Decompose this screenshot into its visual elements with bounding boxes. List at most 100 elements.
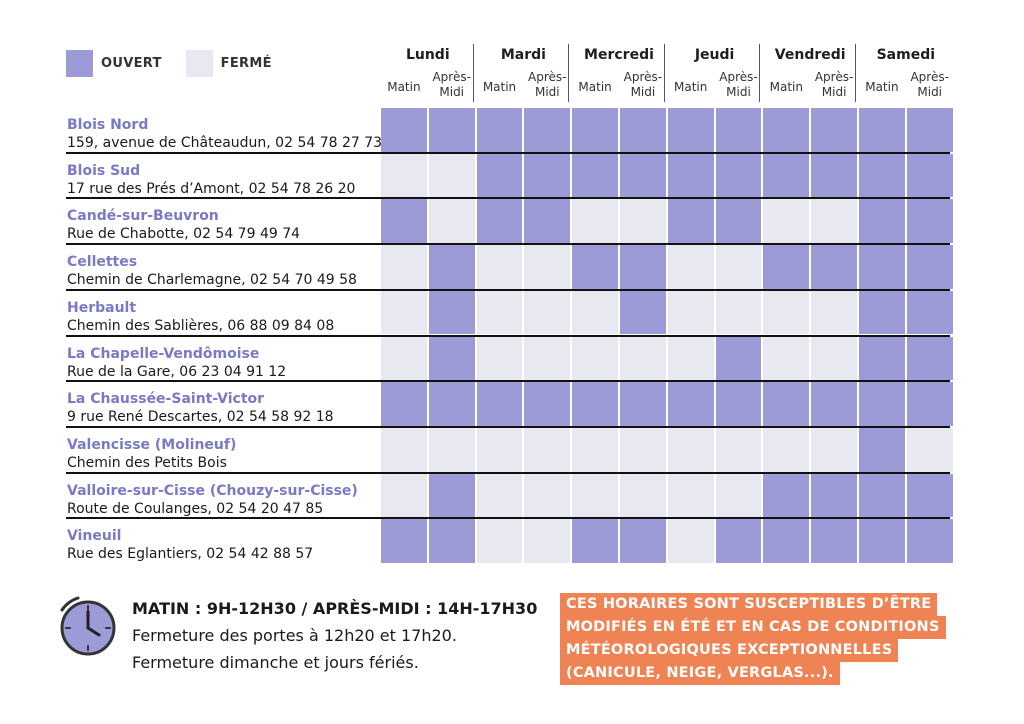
slot-morning: Matin (865, 80, 899, 94)
slot-open (524, 108, 571, 152)
slot-open (811, 519, 857, 563)
slot-open (715, 153, 762, 198)
slot-open (524, 153, 571, 198)
slot-closed (524, 473, 571, 518)
slot-open (811, 382, 857, 426)
slot-afternoon: Après- Midi (814, 70, 854, 99)
slot-closed (524, 519, 571, 563)
location-address: 159, avenue de Châteaudun, 02 54 78 27 7… (67, 135, 383, 151)
location-name: Herbault (67, 299, 137, 316)
slot-closed (667, 519, 714, 563)
slot-afternoon: Après- Midi (623, 70, 663, 99)
slot-open (859, 382, 905, 426)
location-address: Chemin des Sablières, 06 88 09 84 08 (67, 317, 335, 334)
legend: OUVERT FERMÉ (66, 50, 272, 77)
slot-open (428, 336, 475, 381)
slot-closed (715, 290, 762, 335)
slot-closed (620, 473, 666, 518)
slot-open (859, 290, 905, 335)
slot-open (906, 382, 953, 426)
day-header: Mercredi (584, 47, 654, 63)
slot-open (715, 336, 762, 381)
slot-closed (667, 290, 714, 335)
slot-closed (476, 427, 523, 472)
location-name: Vineuil (67, 528, 122, 545)
slot-morning: Matin (482, 80, 517, 94)
slot-closed (381, 290, 427, 335)
slot-afternoon: Après- Midi (910, 70, 949, 99)
location-name: Blois Sud (67, 162, 141, 179)
slot-closed (572, 290, 618, 335)
legend-open-label: OUVERT (101, 56, 162, 71)
slot-closed (476, 245, 523, 289)
slot-closed (524, 245, 571, 289)
slot-closed (811, 427, 857, 472)
slot-open (620, 153, 666, 198)
slot-morning: Matin (578, 80, 612, 94)
row-divider (66, 471, 950, 474)
day-header: Samedi (876, 47, 936, 63)
slot-open (906, 519, 953, 563)
legend-closed-swatch (185, 50, 213, 77)
slot-open (906, 153, 953, 198)
slot-closed (811, 336, 857, 381)
location-address: 9 rue René Descartes, 02 54 58 92 18 (67, 409, 334, 426)
slot-closed (381, 245, 427, 289)
location-name: Blois Nord (67, 117, 149, 133)
slot-closed (811, 199, 857, 244)
slot-open (620, 290, 666, 335)
slot-open (572, 153, 618, 198)
location-name: La Chaussée-Saint-Victor (67, 391, 265, 408)
clock-icon (60, 596, 116, 656)
slot-closed (381, 427, 427, 472)
location-name: Candé-sur-Beuvron (67, 208, 219, 225)
slot-closed (428, 199, 475, 244)
slot-open (763, 153, 810, 198)
location-address: Rue de la Gare, 06 23 04 91 12 (67, 363, 287, 380)
slot-closed (428, 427, 475, 472)
slot-morning: Matin (674, 80, 708, 94)
location-address: Chemin des Petits Bois (67, 454, 227, 471)
slot-closed (763, 199, 810, 244)
slot-afternoon: Après- Midi (528, 70, 567, 99)
row-divider (66, 334, 950, 337)
slot-open (524, 382, 571, 426)
slot-closed (476, 290, 523, 335)
slot-open (715, 199, 762, 244)
slot-open (428, 473, 475, 518)
day-separator (663, 44, 665, 102)
slot-open (811, 245, 857, 289)
slot-open (620, 382, 666, 426)
row-divider (66, 380, 950, 383)
slot-open (620, 245, 666, 289)
slot-closed (572, 427, 618, 472)
warning-line-2: MODIFIÉS EN ÉTÉ ET EN CAS DE CONDITIONS (560, 616, 946, 639)
slot-open (906, 473, 953, 518)
slot-open (859, 199, 905, 244)
slot-closed (763, 427, 810, 472)
row-divider (66, 197, 950, 200)
location-address: Route de Coulanges, 02 54 20 47 85 (67, 500, 324, 517)
slot-open (906, 290, 953, 335)
slot-open (859, 336, 905, 381)
slot-closed (572, 336, 618, 381)
location-name: Cellettes (67, 254, 138, 271)
warning-line-3: MÉTÉOROLOGIQUES EXCEPTIONNELLES (560, 639, 899, 662)
slot-open (667, 153, 714, 198)
slot-closed (715, 245, 762, 289)
slot-closed (524, 336, 571, 381)
closing-note-doors: Fermeture des portes à 12h20 et 17h20. (132, 626, 457, 645)
slot-closed (715, 427, 762, 472)
slot-open (763, 519, 810, 563)
slot-open (906, 108, 953, 152)
location-address: 17 rue des Prés d’Amont, 02 54 78 26 20 (67, 180, 356, 197)
slot-open (859, 153, 905, 198)
slot-closed (476, 336, 523, 381)
slot-closed (667, 473, 714, 518)
slot-open (811, 108, 857, 152)
slot-closed (381, 473, 427, 518)
slot-closed (620, 427, 666, 472)
location-name: Valloire-sur-Cisse (Chouzy-sur-Cisse) (67, 482, 358, 499)
slot-open (715, 108, 762, 152)
slot-open (667, 382, 714, 426)
